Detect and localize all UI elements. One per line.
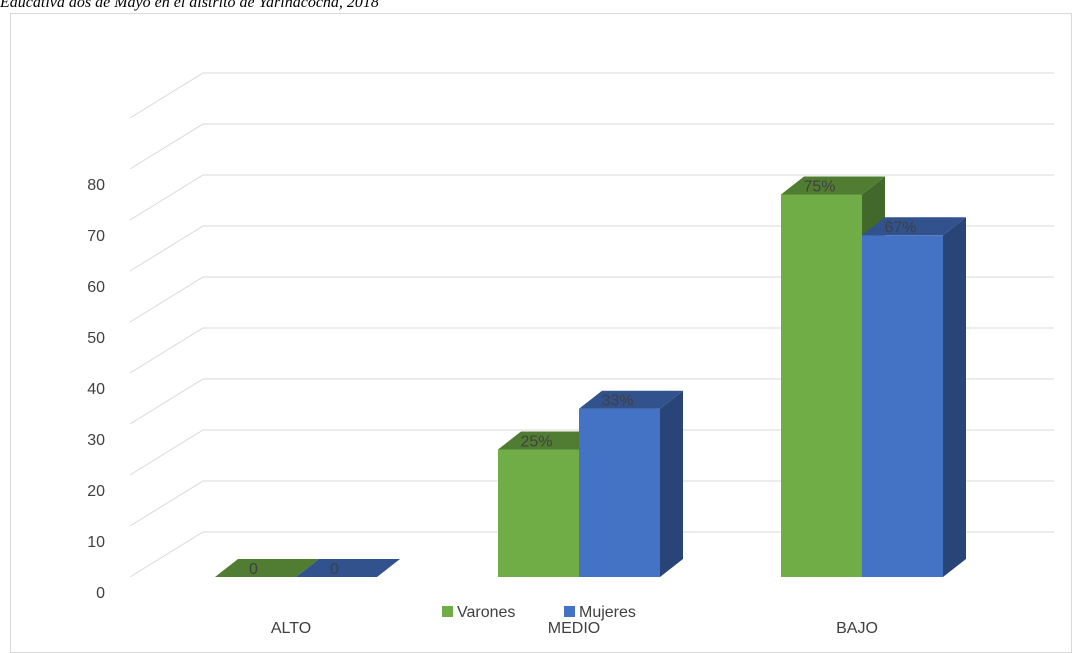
data-label: 25%	[520, 434, 552, 451]
gridline	[129, 531, 1054, 578]
legend-item-mujeres: Mujeres	[564, 604, 636, 621]
gridline	[129, 174, 1054, 221]
legend-label: Varones	[457, 604, 515, 621]
y-tick-label: 10	[87, 534, 105, 551]
legend: Varones Mujeres	[442, 604, 636, 621]
y-tick-label: 40	[87, 381, 105, 398]
y-tick-label: 60	[87, 279, 105, 296]
data-label: 0	[330, 561, 339, 578]
bar-front	[862, 235, 943, 578]
y-tick-label: 0	[96, 585, 105, 602]
x-axis-ticks: ALTO MEDIO BAJO	[271, 620, 878, 637]
y-axis-ticks: 0 10 20 30 40 50 60 70 80	[87, 177, 105, 602]
legend-label: Mujeres	[579, 604, 636, 621]
gridline	[129, 378, 1054, 425]
bar-side	[943, 217, 966, 578]
bars	[215, 176, 966, 578]
gridline	[129, 225, 1054, 272]
bar-varones-alto	[215, 559, 319, 577]
bar-mujeres-medio	[579, 390, 683, 577]
data-labels: 0 0 25% 33% 75% 67%	[249, 179, 916, 579]
legend-swatch	[564, 606, 575, 617]
bar-front	[579, 408, 660, 577]
gridline	[129, 429, 1054, 476]
y-tick-label: 80	[87, 177, 105, 194]
bar-mujeres-alto	[296, 559, 400, 577]
data-label: 75%	[803, 179, 835, 196]
bar-front	[781, 194, 862, 577]
bar-top	[579, 390, 683, 409]
gridline	[129, 327, 1054, 374]
x-tick-label: BAJO	[836, 620, 878, 637]
y-tick-label: 70	[87, 228, 105, 245]
y-tick-label: 50	[87, 330, 105, 347]
y-tick-label: 30	[87, 432, 105, 449]
data-label: 0	[249, 561, 258, 578]
bar-mujeres-bajo	[862, 217, 966, 578]
y-tick-label: 20	[87, 483, 105, 500]
legend-item-varones: Varones	[442, 604, 515, 621]
x-tick-label: MEDIO	[548, 620, 600, 637]
bar-top	[296, 559, 400, 577]
gridline	[129, 480, 1054, 527]
gridline	[129, 72, 1054, 119]
bar-top	[781, 176, 885, 195]
bar-top	[215, 559, 319, 577]
gridline	[129, 123, 1054, 170]
bar-top	[498, 431, 602, 450]
figure-caption: Educativa dos de Mayo en el distrito de …	[0, 0, 379, 11]
gridline	[129, 276, 1054, 323]
data-label: 67%	[884, 219, 916, 236]
bar-front	[498, 449, 579, 577]
data-label: 33%	[601, 393, 633, 410]
bar-side	[660, 390, 683, 577]
legend-swatch	[442, 606, 453, 617]
bar-top	[862, 217, 966, 236]
gridlines	[129, 72, 1054, 578]
x-tick-label: ALTO	[271, 620, 311, 637]
